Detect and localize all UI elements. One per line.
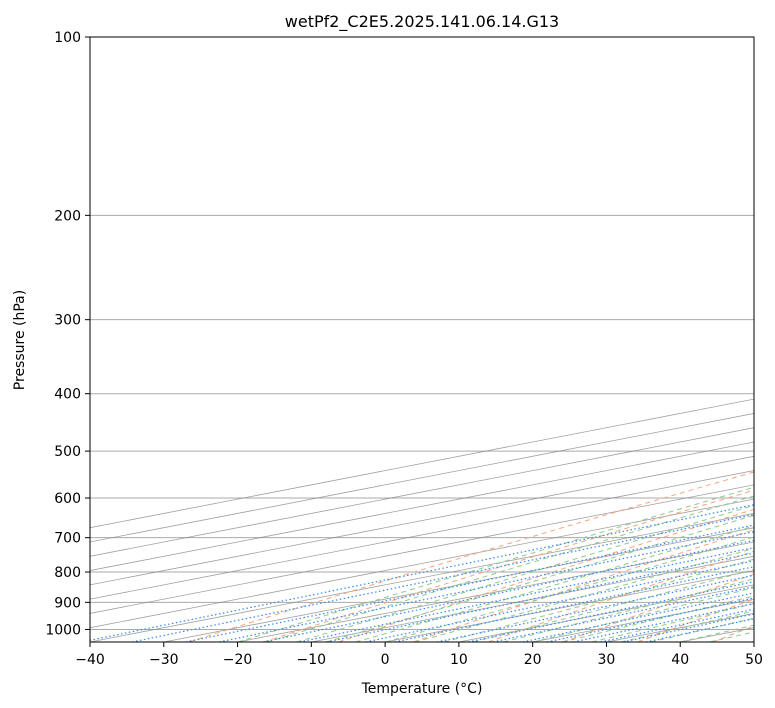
x-tick-label: 10 — [450, 652, 468, 668]
y-tick-label: 400 — [54, 387, 81, 403]
axis-ticks: −40 −30 −20 −10 0 10 20 30 40 50 1000 900 800 700 600 5… — [45, 30, 763, 668]
y-tick-label: 1000 — [45, 622, 81, 638]
isotherm-line — [90, 427, 754, 557]
y-tick-label: 800 — [54, 565, 81, 581]
mixing-ratio-line — [623, 613, 754, 642]
x-tick-label: −30 — [149, 652, 179, 668]
chart-title: wetPf2_C2E5.2025.141.06.14.G13 — [285, 12, 559, 32]
y-axis-label: Pressure (hPa) — [12, 290, 28, 390]
x-tick-label: −40 — [75, 652, 105, 668]
dry-adiabat-line — [188, 471, 754, 642]
y-tick-label: 600 — [54, 491, 81, 507]
moist-adiabat-line — [562, 595, 754, 642]
moist-adiabat-line — [384, 536, 754, 642]
dry-adiabat-line — [488, 550, 754, 642]
x-tick-label: 20 — [524, 652, 542, 668]
isotherm-line — [90, 484, 754, 614]
x-axis-label: Temperature (°C) — [361, 681, 483, 697]
moist-adiabat-line — [443, 558, 754, 642]
x-tick-label: −10 — [297, 652, 327, 668]
isotherm-line — [90, 470, 754, 600]
isotherm-line — [90, 498, 754, 629]
y-tick-label: 700 — [54, 531, 81, 547]
x-tick-label: 40 — [671, 652, 689, 668]
dry-adiabat-line — [637, 598, 754, 642]
plot-frame — [89, 36, 755, 643]
x-tick-label: 0 — [381, 652, 390, 668]
isotherm-line — [90, 441, 754, 571]
isotherm-line — [90, 455, 754, 586]
y-tick-label: 300 — [54, 313, 81, 329]
x-tick-label: 50 — [745, 652, 763, 668]
isotherm-line — [90, 513, 754, 642]
isotherm-line — [90, 413, 754, 543]
y-tick-label: 500 — [54, 444, 81, 460]
mixing-ratio-line — [185, 524, 754, 642]
dry-adiabat-line — [263, 489, 754, 642]
moist-adiabat-line — [503, 578, 754, 642]
moist-adiabat-line — [296, 504, 754, 642]
mixing-ratio-line — [365, 560, 754, 642]
x-tick-label: 30 — [598, 652, 616, 668]
plot-area — [90, 37, 754, 642]
mixing-ratio-line — [262, 539, 754, 642]
y-tick-label: 200 — [54, 208, 81, 224]
moist-adiabat-line — [266, 495, 754, 642]
mixing-ratio-line — [299, 546, 754, 642]
y-tick-label: 900 — [54, 595, 81, 611]
isotherm-line — [163, 527, 754, 642]
moist-adiabat-line — [237, 486, 754, 642]
mixing-ratio-line — [326, 552, 754, 642]
y-tick-label: 100 — [54, 30, 81, 46]
x-tick-label: −20 — [223, 652, 253, 668]
mixing-ratio-line — [394, 566, 754, 642]
